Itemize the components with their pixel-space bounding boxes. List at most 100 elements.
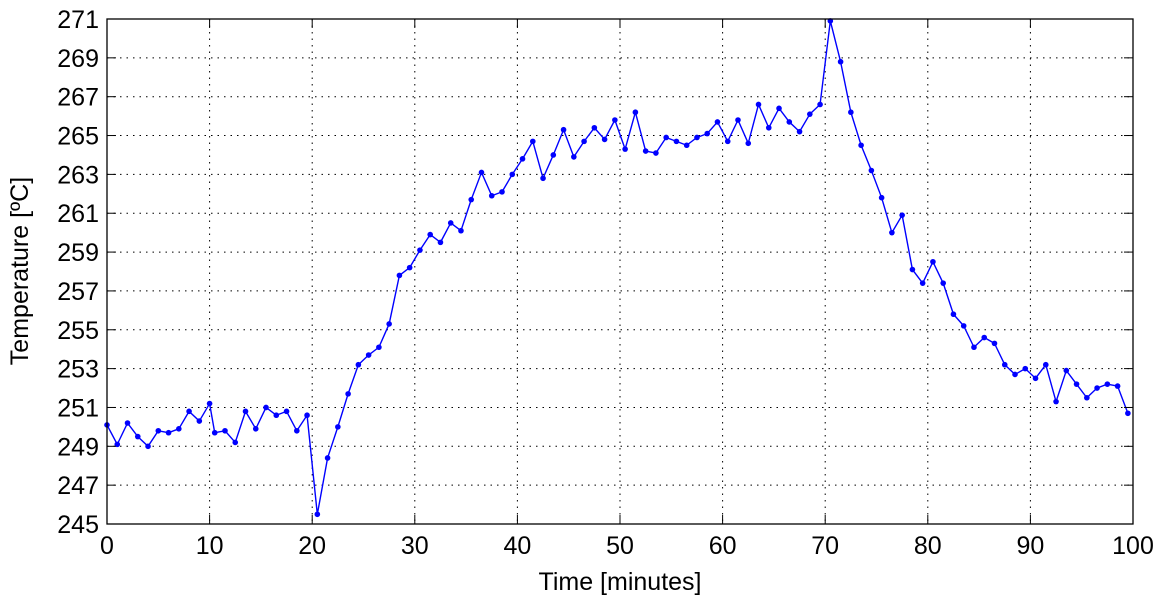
y-tick-label: 269 [57,45,99,73]
data-point [724,138,731,145]
data-point [509,171,516,178]
data-point [396,272,403,279]
data-point [971,344,977,351]
data-point [571,154,577,160]
data-point [294,427,300,434]
data-point [642,148,649,154]
x-tick-label: 10 [196,532,224,560]
data-point [1032,375,1039,382]
data-point [919,280,926,286]
data-point [345,391,351,397]
data-point [134,433,141,440]
data-point [848,109,854,116]
data-point [355,361,362,368]
data-point [858,142,864,149]
data-point [314,511,321,518]
data-point [550,152,557,158]
data-point [612,117,618,123]
data-point [560,126,567,133]
y-tick-label: 257 [57,278,99,306]
data-point [335,424,341,430]
data-point [165,429,172,436]
data-point [632,109,639,116]
data-point [960,323,967,329]
y-tick-labels: 245 247 249 251 253 255 257 259 261 263 265 267 269 2… [57,6,99,539]
data-point [1063,367,1070,374]
data-point [1094,385,1100,391]
data-point [786,119,793,125]
x-tick-label: 0 [100,532,114,560]
data-point [601,136,608,143]
data-point [981,334,988,341]
data-point [878,194,885,201]
x-tick-label: 90 [1016,532,1044,560]
data-point [211,429,218,436]
data-point [365,352,372,358]
data-point [796,128,803,135]
x-tick-label: 40 [503,532,531,560]
x-tick-label: 70 [811,532,839,560]
data-point [437,239,444,246]
y-tick-label: 261 [57,200,99,228]
y-tick-label: 247 [57,472,99,500]
data-point [519,156,526,162]
x-tick-label: 50 [606,532,634,560]
x-tick-label: 100 [1112,532,1154,560]
data-point [176,426,182,432]
data-point [765,124,772,131]
data-point [1114,383,1121,389]
y-tick-label: 253 [57,356,99,384]
data-point [909,266,916,273]
y-tick-label: 271 [57,6,99,34]
y-tick-label: 245 [57,511,99,539]
data-point [683,142,690,149]
y-axis-label: Temperature [ºC] [6,177,34,365]
data-point [1022,365,1029,372]
data-point [376,344,382,351]
axis-ticks [106,18,1134,525]
data-point [124,420,131,426]
x-axis-label: Time [minutes] [538,568,701,596]
data-point [950,311,957,318]
data-point [591,124,598,131]
data-point [673,138,680,145]
data-point [252,426,259,432]
plot-background [107,19,1133,524]
data-point [868,167,875,174]
data-point [837,58,844,65]
data-point [622,146,628,152]
y-tick-label: 255 [57,317,99,345]
data-point [1073,381,1080,387]
x-tick-label: 20 [298,532,326,560]
data-point [263,404,269,411]
data-point [406,264,413,271]
data-point [114,441,121,448]
data-point [899,212,905,218]
x-tick-label: 60 [709,532,737,560]
data-point [930,258,936,265]
y-tick-label: 263 [57,161,99,189]
data-point [447,220,454,226]
y-tick-label: 265 [57,123,99,151]
data-point [232,439,239,446]
data-point [478,169,485,176]
data-point [324,455,331,461]
data-point [940,280,946,286]
data-point [1012,371,1018,378]
data-point [735,117,741,123]
data-point [458,227,464,234]
data-point [694,134,700,141]
data-point [145,443,151,450]
data-point [581,138,587,145]
data-point [991,340,998,347]
data-point [776,105,782,112]
data-point [427,231,433,238]
y-tick-label: 259 [57,239,99,267]
data-point [155,427,162,434]
data-point [196,418,203,424]
data-point [1001,361,1008,368]
x-tick-labels: 0 10 20 30 40 50 60 70 80 90 100 [100,532,1154,560]
data-point [186,408,192,415]
data-point [468,196,475,203]
